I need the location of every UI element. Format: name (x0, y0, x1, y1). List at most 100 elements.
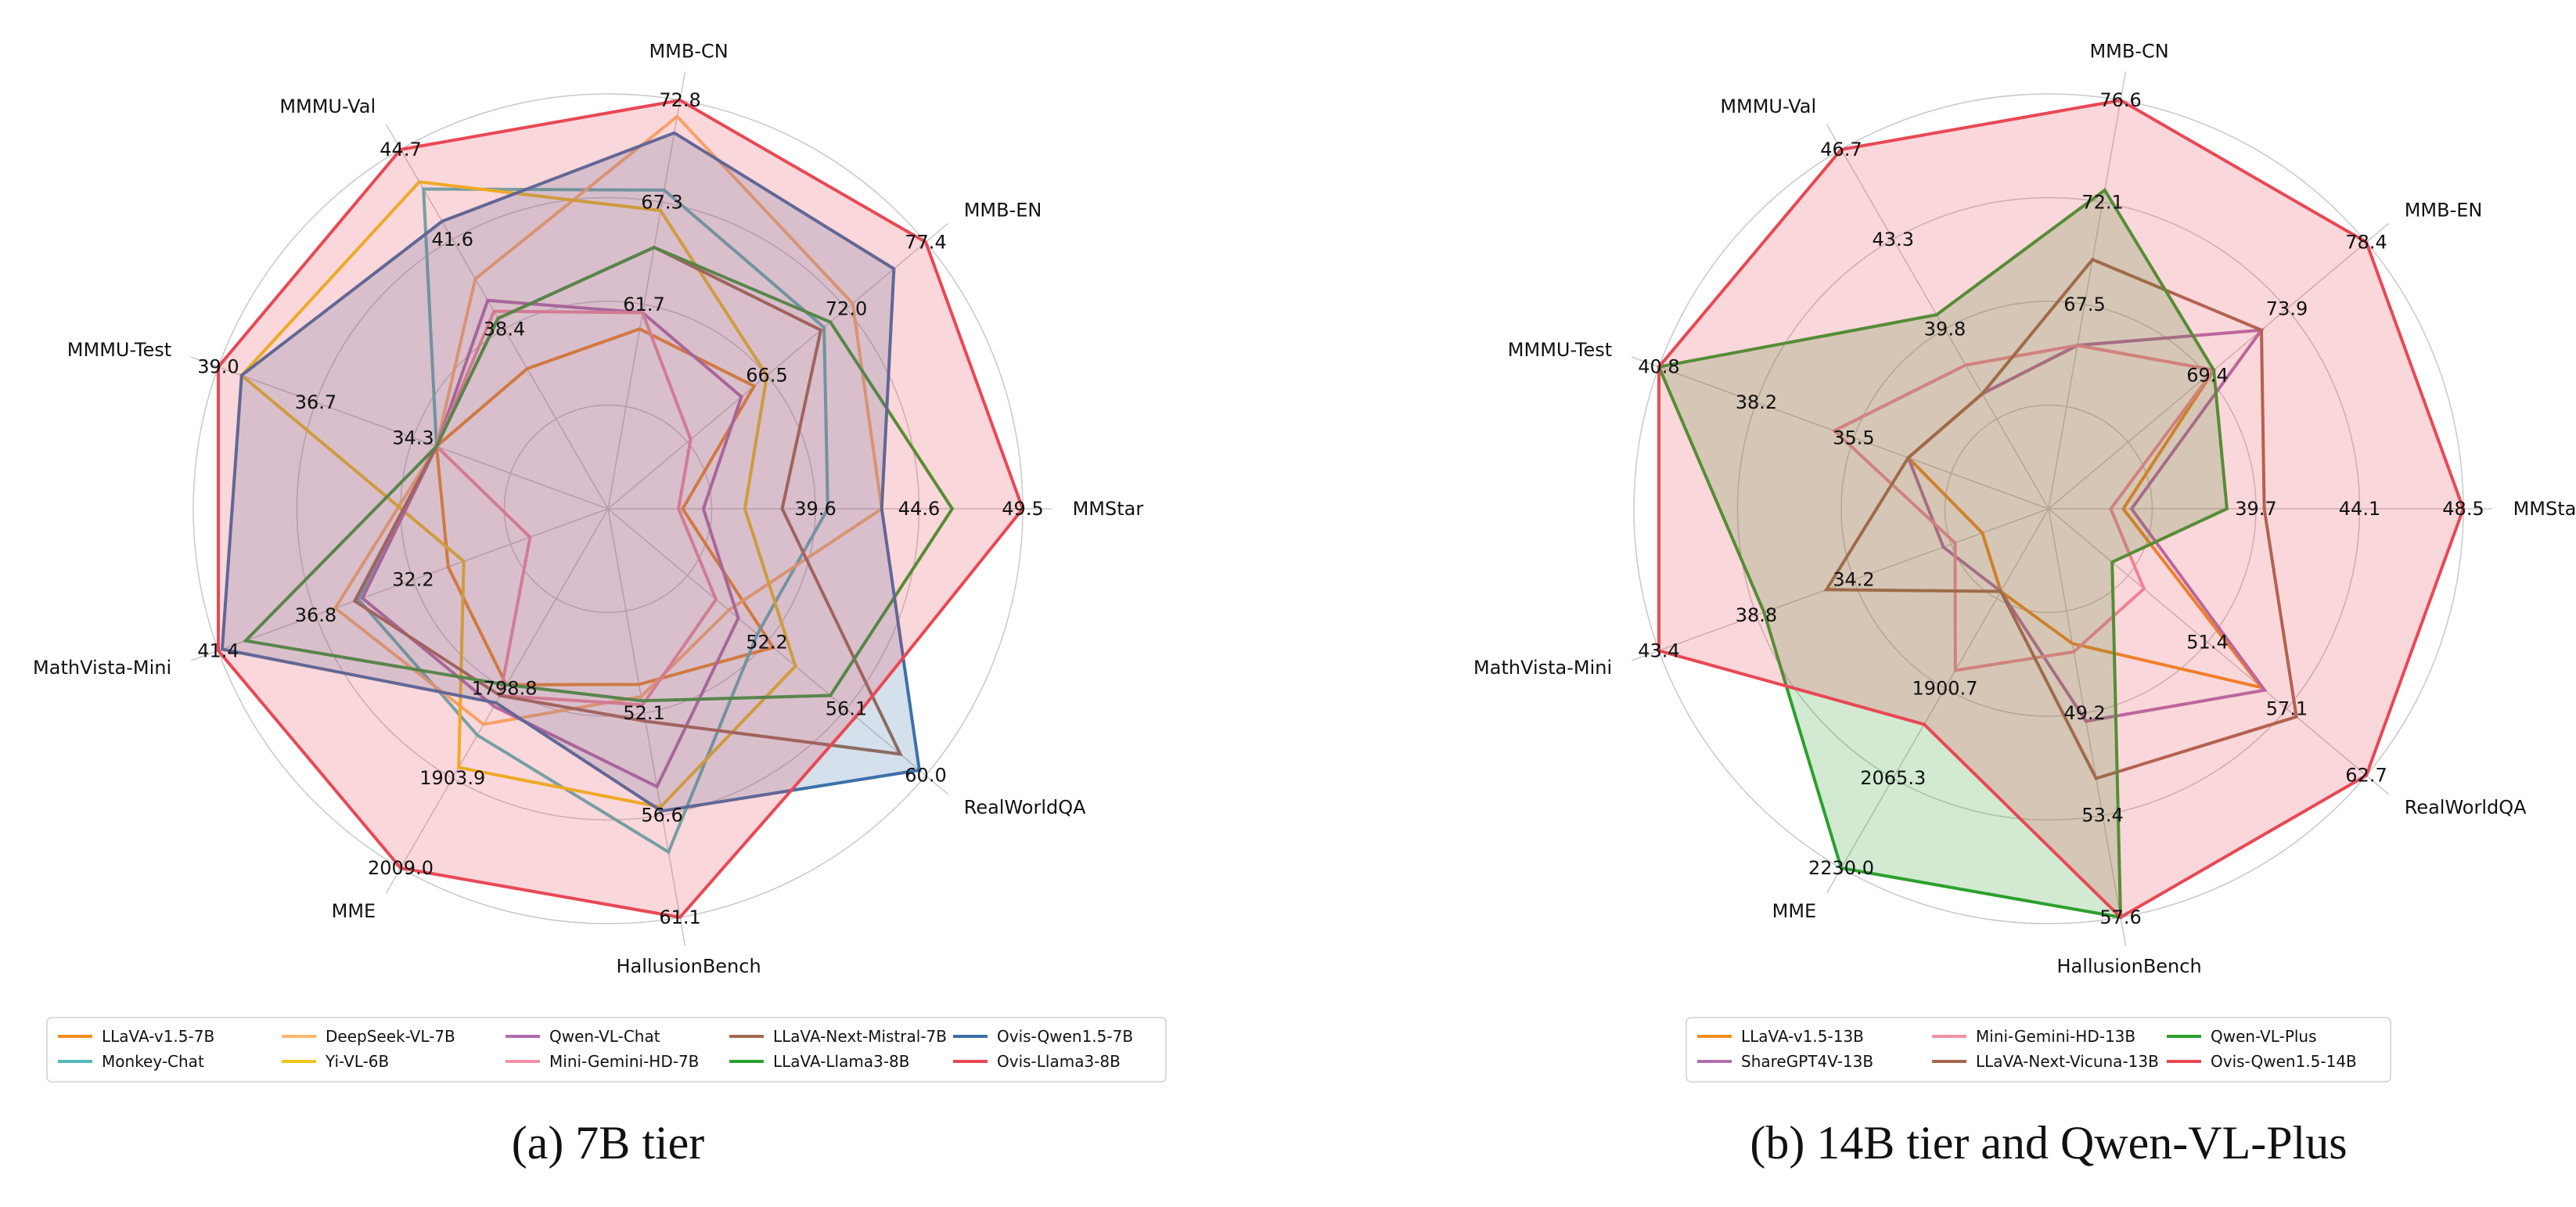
legend-item-mini-gemini-hd-7b: Mini-Gemini-HD-7B (549, 1052, 699, 1071)
legend: LLaVA-v1.5-13B ShareGPT4V-13B Mini-Gemini-… (1686, 1017, 2391, 1083)
axis-label-mme: MME (1772, 900, 1817, 922)
tick-label: 43.4 (1638, 640, 1679, 661)
tick-label: 39.7 (2235, 498, 2276, 520)
tick-label: 39.8 (1924, 319, 1966, 340)
series-yi-vl-6b (239, 180, 797, 809)
tick-label: 61.7 (623, 294, 664, 315)
series-qwen-vl-plus (1657, 187, 2229, 920)
axis-label-mmstar: MMStar (1073, 498, 1144, 520)
tick-label: 34.3 (392, 427, 434, 449)
axis-label-mme: MME (332, 900, 376, 922)
legend-item-llava-next-vicuna-13b: LLaVA-Next-Vicuna-13B (1976, 1052, 2159, 1071)
tick-label: 57.6 (2099, 906, 2141, 928)
legend: LLaVA-v1.5-7B Monkey-Chat DeepSeek-VL-7B Yi… (46, 1017, 1167, 1083)
tick-label: 39.0 (197, 356, 239, 378)
series-llava-next-mistral-7b (352, 245, 903, 756)
legend-item-monkey-chat: Monkey-Chat (102, 1052, 204, 1071)
tick-label: 46.7 (1820, 139, 1862, 160)
axis-spoke (190, 356, 609, 510)
tick-label: 69.4 (2186, 365, 2228, 387)
tick-labels: 39.6 44.6 49.5 66.5 72.0 77.4 61.7 67.3 72.8 38.4… (197, 89, 1043, 928)
series-sharegpt4v-13b (1906, 328, 2268, 723)
tick-label: 34.2 (1833, 569, 1874, 591)
axis-label-mmb-cn: MMB-CN (2089, 40, 2168, 62)
series-ovis-qwen1-5-14b (1657, 99, 2466, 920)
tick-labels: 39.7 44.1 48.5 69.4 73.9 78.4 67.5 72.1 76.6 39.8… (1638, 89, 2484, 928)
tick-label: 41.4 (197, 640, 239, 661)
tick-label: 77.4 (905, 231, 946, 253)
tick-label: 52.1 (623, 702, 664, 724)
legend-item-ovis-qwen1-5-7b: Ovis-Qwen1.5-7B (997, 1027, 1133, 1046)
tick-label: 40.8 (1638, 356, 1679, 378)
legend-item-llava-llama3-8b: LLaVA-Llama3-8B (773, 1052, 909, 1071)
legend-item-deepseek-vl-7b: DeepSeek-VL-7B (326, 1027, 455, 1046)
tick-label: 44.6 (898, 498, 940, 520)
tick-label: 56.1 (826, 698, 867, 720)
axis-spoke (2048, 71, 2127, 510)
axis-label-mathvista-mini: MathVista-Mini (1473, 657, 1612, 679)
tick-label: 67.5 (2063, 294, 2105, 315)
tick-label: 48.5 (2442, 498, 2484, 520)
legend-item-llava-v1-5-7b: LLaVA-v1.5-7B (102, 1027, 214, 1046)
series-mini-gemini-hd-7b (434, 309, 718, 707)
tick-label: 35.5 (1833, 427, 1874, 449)
axis-spoke (385, 508, 609, 894)
tick-label: 1798.8 (472, 677, 538, 699)
tick-label: 38.4 (484, 319, 525, 340)
axis-spoke (2048, 508, 2127, 946)
tick-label: 49.5 (1002, 498, 1043, 520)
axis-label-mmmu-test: MMMU-Test (1508, 339, 1612, 361)
legend-item-qwen-vl-chat: Qwen-VL-Chat (549, 1027, 660, 1046)
axis-spoke (1826, 124, 2049, 510)
series-group (217, 99, 1025, 920)
axis-label-mmmu-test: MMMU-Test (67, 339, 171, 361)
legend-item-ovis-llama3-8b: Ovis-Llama3-8B (997, 1052, 1121, 1071)
tick-label: 72.1 (2081, 192, 2123, 214)
tick-label: 72.0 (826, 297, 867, 319)
tick-label: 41.6 (432, 229, 473, 250)
legend-item-llava-next-mistral-7b: LLaVA-Next-Mistral-7B (773, 1027, 947, 1046)
tick-label: 53.4 (2081, 804, 2123, 826)
radar-chart-14b-tier: 39.7 44.1 48.5 69.4 73.9 78.4 67.5 72.1 76.6 39.8… (1473, 40, 2576, 1169)
tick-label: 2230.0 (1808, 857, 1874, 879)
axis-spoke (607, 508, 686, 946)
axis-label-realworldqa: RealWorldQA (964, 797, 1086, 819)
tick-label: 56.6 (641, 804, 682, 826)
tick-label: 73.9 (2266, 297, 2308, 319)
radar-chart-7b-tier: 39.6 44.6 49.5 66.5 72.0 77.4 61.7 67.3 72.8 38.4… (33, 40, 1167, 1169)
axis-spoke (2048, 508, 2389, 795)
tick-label: 36.7 (295, 391, 336, 413)
tick-label: 72.8 (659, 89, 700, 111)
tick-label: 32.2 (392, 569, 434, 591)
legend-frame (46, 1017, 1167, 1083)
axis-labels: MMStar MMB-EN MMB-CN MMMU-Val MMMU-Test MathV… (33, 40, 1143, 977)
figure-caption: (a) 7B tier (512, 1117, 705, 1169)
tick-label: 1900.7 (1912, 677, 1978, 699)
axis-label-hallusionbench: HallusionBench (2056, 956, 2201, 978)
tick-label: 44.1 (2339, 498, 2380, 520)
legend-item-mini-gemini-hd-13b: Mini-Gemini-HD-13B (1976, 1027, 2135, 1046)
axis-label-mmb-en: MMB-EN (2405, 199, 2483, 221)
series-group (1657, 99, 2466, 920)
axis-spoke (2048, 222, 2389, 510)
tick-label: 38.8 (1736, 604, 1777, 626)
axis-label-mmmu-val: MMMU-Val (279, 95, 376, 117)
tick-label: 61.1 (659, 906, 700, 928)
legend-item-llava-v1-5-13b: LLaVA-v1.5-13B (1741, 1027, 1864, 1046)
tick-label: 60.0 (905, 765, 946, 787)
axis-label-mmb-en: MMB-EN (964, 199, 1042, 221)
axis-spoke (607, 71, 686, 510)
tick-label: 2009.0 (368, 857, 434, 879)
legend-item-yi-vl-6b: Yi-VL-6B (325, 1052, 389, 1071)
axis-spoke (607, 222, 948, 510)
axis-spoke (607, 508, 948, 795)
tick-label: 57.1 (2266, 698, 2308, 720)
series-qwen-vl-chat (360, 298, 743, 789)
legend-frame (1686, 1017, 2391, 1083)
axis-label-realworldqa: RealWorldQA (2405, 797, 2527, 819)
series-mini-gemini-hd-13b (1831, 344, 2217, 672)
tick-label: 44.7 (380, 139, 421, 160)
tick-label: 76.6 (2099, 89, 2141, 111)
series-ovis-llama3-8b (217, 99, 1025, 920)
